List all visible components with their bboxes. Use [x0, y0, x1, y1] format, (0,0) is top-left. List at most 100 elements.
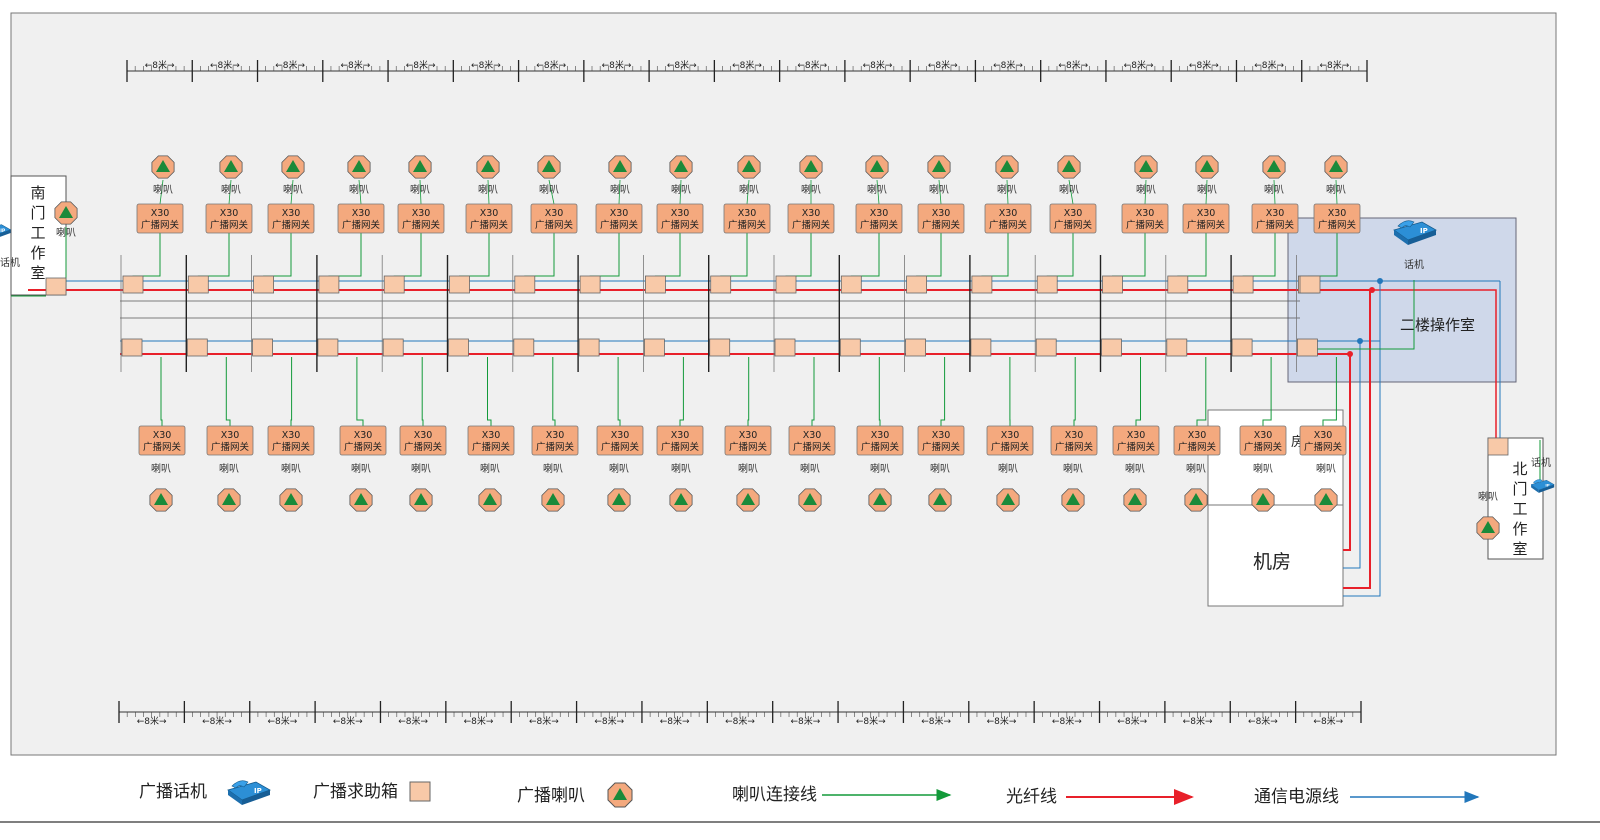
legend-help-box-label: 广播求助箱 [313, 782, 398, 802]
gateway-model: X30 [802, 208, 821, 219]
speaker-bottom-9 [669, 488, 693, 512]
speaker-top-12 [865, 155, 889, 179]
gateway-name: 广播网关 [472, 441, 511, 453]
segment-label: ←8米→ [398, 715, 428, 727]
help-box-bottom-10 [709, 338, 731, 357]
help-box-bottom-16 [1101, 338, 1122, 357]
gateway-name: 广播网关 [404, 441, 443, 453]
help-box-bottom-17 [1166, 338, 1188, 357]
segment-label: ←8米→ [1117, 715, 1147, 727]
gateway-name: 广播网关 [1117, 441, 1156, 453]
help-box-bottom-2 [186, 338, 208, 357]
speaker-top-8 [608, 155, 632, 179]
speaker-south-room [54, 201, 78, 225]
svg-text:IP: IP [254, 787, 262, 795]
speaker-label: 喇叭 [56, 227, 76, 239]
help-box-top-2 [187, 275, 209, 294]
speaker-label: 喇叭 [349, 184, 369, 196]
gateway-name: 广播网关 [536, 441, 575, 453]
gateway-name: 广播网关 [661, 441, 700, 453]
gateway-model: X30 [546, 430, 565, 441]
help-box-top-1 [122, 275, 144, 294]
segment-label: ←8米→ [1313, 715, 1343, 727]
gateway-model: X30 [153, 430, 172, 441]
speaker-label: 喇叭 [478, 184, 498, 196]
speaker-label: 喇叭 [543, 463, 563, 475]
legend-fiber-line-label: 光纤线 [1006, 787, 1057, 807]
gateway-name: 广播网关 [470, 219, 509, 231]
gateway-name: 广播网关 [793, 441, 832, 453]
speaker-label: 喇叭 [801, 184, 821, 196]
svg-text:IP: IP [1420, 227, 1428, 235]
segment-label: ←8米→ [1319, 59, 1349, 71]
gateway-name: 广播网关 [1055, 441, 1094, 453]
speaker-bottom-8 [607, 488, 631, 512]
speaker-top-5 [408, 155, 432, 179]
gateway-model: X30 [999, 208, 1018, 219]
help-box-top-13 [906, 275, 927, 294]
help-box-bottom-12 [839, 338, 861, 357]
speaker-bottom-12 [868, 488, 892, 512]
help-box-bottom-3 [252, 338, 274, 357]
segment-label: ←8米→ [406, 59, 436, 71]
segment-label: ←8米→ [732, 59, 762, 71]
speaker-label: 喇叭 [1063, 463, 1083, 475]
speaker-label: 喇叭 [739, 184, 759, 196]
segment-label: ←8米→ [471, 59, 501, 71]
segment-label: ←8米→ [790, 715, 820, 727]
gateway-model: X30 [611, 430, 630, 441]
gateway-name: 广播网关 [141, 219, 180, 231]
help-box-south [45, 277, 67, 296]
help-box-top-15 [1036, 275, 1058, 294]
speaker-top-13 [927, 155, 951, 179]
legend-speaker-line-label: 喇叭连接线 [732, 785, 817, 805]
ruler-bottom: ←8米→ ←8米→ ←8米→ ←8米→ ←8米→ ←8米→ ←8米→ ←8米→ ←8米→ ←8米→… [118, 701, 1362, 727]
speaker-label: 喇叭 [411, 463, 431, 475]
gateway-model: X30 [870, 208, 889, 219]
speaker-label: 喇叭 [671, 463, 691, 475]
gateway-model: X30 [1064, 208, 1083, 219]
help-box-bottom-1 [121, 338, 143, 357]
speaker-label: 喇叭 [1478, 491, 1498, 503]
help-box-bottom-15 [1035, 338, 1057, 357]
gateway-model: X30 [352, 208, 371, 219]
segment-label: ←8米→ [536, 59, 566, 71]
gateway-model: X30 [545, 208, 564, 219]
machine-room-label: 机房 [1253, 551, 1291, 573]
help-box-north [1487, 437, 1509, 456]
segment-label: ←8米→ [1052, 715, 1082, 727]
help-box-top-18 [1232, 275, 1254, 294]
speaker-top-2 [219, 155, 243, 179]
speaker-label: 喇叭 [1197, 184, 1217, 196]
help-box-top-12 [840, 275, 862, 294]
speaker-top-1 [151, 155, 175, 179]
help-box-top-4 [318, 275, 340, 294]
speaker-label: 喇叭 [800, 463, 820, 475]
speaker-label: 喇叭 [281, 463, 301, 475]
operation-room-label: 二楼操作室 [1400, 316, 1475, 334]
speaker-label: 喇叭 [283, 184, 303, 196]
speaker-label: 喇叭 [1125, 463, 1145, 475]
fiber-to-north-room [1370, 289, 1497, 440]
gateway-name: 广播网关 [211, 441, 250, 453]
legend-phone-icon: IP [227, 780, 271, 805]
gateway-model: X30 [1254, 430, 1273, 441]
speaker-label: 喇叭 [151, 463, 171, 475]
speaker-bottom-6 [478, 488, 502, 512]
help-box-top-9 [645, 275, 666, 294]
